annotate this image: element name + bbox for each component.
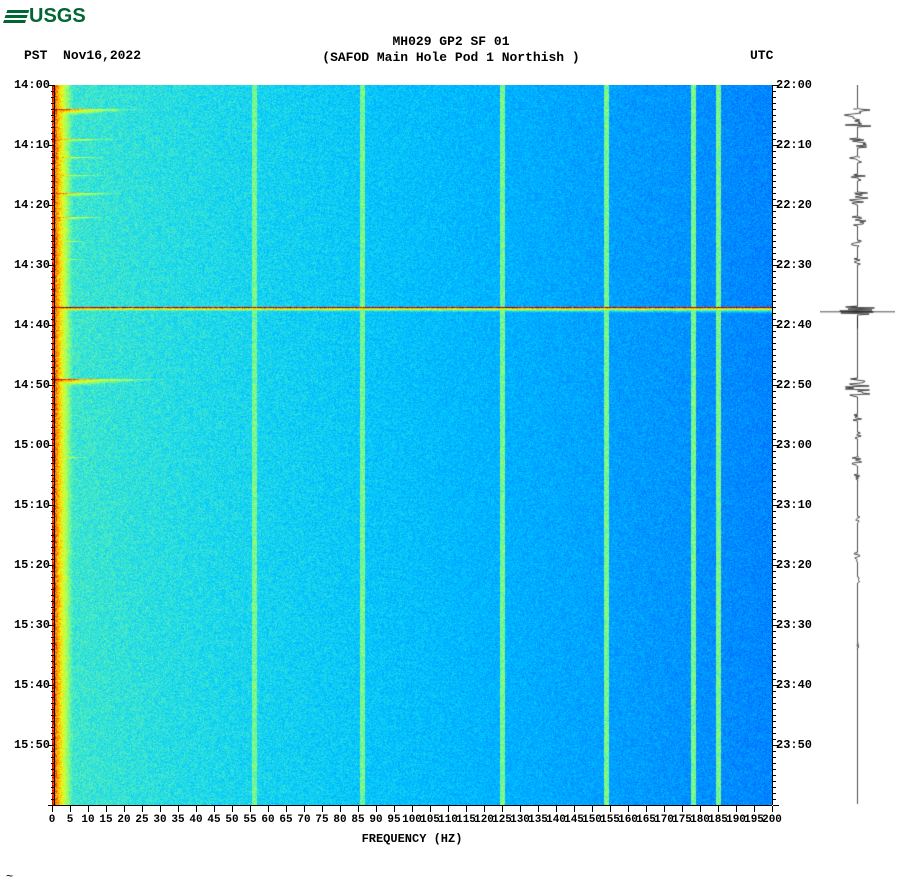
x-label: 80 (333, 814, 346, 826)
x-axis-ticks (52, 805, 772, 814)
y-left-label: 15:20 (10, 558, 50, 572)
x-label: 105 (420, 814, 440, 826)
y-right-label: 22:00 (776, 78, 820, 92)
header-left: PST Nov16,2022 (24, 48, 141, 63)
x-label: 175 (672, 814, 692, 826)
x-label: 165 (636, 814, 656, 826)
usgs-logo: USGS (5, 5, 86, 28)
x-label: 55 (243, 814, 256, 826)
x-label: 60 (261, 814, 274, 826)
y-left-label: 15:10 (10, 498, 50, 512)
x-label: 170 (654, 814, 674, 826)
x-label: 70 (297, 814, 310, 826)
x-label: 120 (474, 814, 494, 826)
x-label: 135 (528, 814, 548, 826)
y-left-label: 15:00 (10, 438, 50, 452)
header-right: UTC (750, 48, 773, 63)
x-label: 125 (492, 814, 512, 826)
x-label: 35 (171, 814, 184, 826)
y-left-label: 15:40 (10, 678, 50, 692)
footer-tilde: ~ (6, 870, 13, 884)
x-label: 200 (762, 814, 782, 826)
x-axis-labels: 0510152025303540455055606570758085909510… (52, 814, 772, 830)
x-label: 50 (225, 814, 238, 826)
amplitude-side-trace (820, 85, 895, 805)
y-right-label: 22:30 (776, 258, 820, 272)
y-axis-left-labels: 14:0014:1014:2014:3014:4014:5015:0015:10… (10, 85, 50, 805)
x-label: 45 (207, 814, 220, 826)
usgs-wave-icon (3, 10, 30, 24)
x-label: 90 (369, 814, 382, 826)
x-label: 85 (351, 814, 364, 826)
x-label: 110 (438, 814, 458, 826)
y-right-label: 23:20 (776, 558, 820, 572)
x-label: 30 (153, 814, 166, 826)
x-label: 65 (279, 814, 292, 826)
x-label: 195 (744, 814, 764, 826)
x-label: 185 (708, 814, 728, 826)
y-left-label: 14:30 (10, 258, 50, 272)
x-label: 140 (546, 814, 566, 826)
right-timezone: UTC (750, 48, 773, 63)
x-label: 10 (81, 814, 94, 826)
x-label: 25 (135, 814, 148, 826)
x-label: 155 (600, 814, 620, 826)
x-label: 100 (402, 814, 422, 826)
y-right-label: 23:50 (776, 738, 820, 752)
y-left-label: 15:30 (10, 618, 50, 632)
y-right-label: 23:10 (776, 498, 820, 512)
x-label: 5 (67, 814, 74, 826)
x-label: 115 (456, 814, 476, 826)
y-right-label: 22:20 (776, 198, 820, 212)
y-right-label: 22:10 (776, 138, 820, 152)
x-label: 75 (315, 814, 328, 826)
x-label: 150 (582, 814, 602, 826)
y-left-label: 14:40 (10, 318, 50, 332)
x-label: 130 (510, 814, 530, 826)
y-axis-right-labels: 22:0022:1022:2022:3022:4022:5023:0023:10… (776, 85, 820, 805)
y-left-label: 14:20 (10, 198, 50, 212)
y-left-label: 14:00 (10, 78, 50, 92)
x-label: 40 (189, 814, 202, 826)
y-left-label: 15:50 (10, 738, 50, 752)
y-right-label: 22:40 (776, 318, 820, 332)
x-label: 20 (117, 814, 130, 826)
x-label: 0 (49, 814, 56, 826)
x-label: 95 (387, 814, 400, 826)
x-axis-title: FREQUENCY (HZ) (52, 832, 772, 846)
y-right-label: 23:00 (776, 438, 820, 452)
usgs-logo-text: USGS (29, 5, 86, 28)
y-right-label: 22:50 (776, 378, 820, 392)
x-label: 15 (99, 814, 112, 826)
y-left-label: 14:50 (10, 378, 50, 392)
y-right-label: 23:40 (776, 678, 820, 692)
y-right-label: 23:30 (776, 618, 820, 632)
x-label: 190 (726, 814, 746, 826)
spectrogram-canvas (52, 85, 772, 805)
y-left-label: 14:10 (10, 138, 50, 152)
x-label: 160 (618, 814, 638, 826)
spectrogram-plot (52, 85, 772, 805)
left-date: Nov16,2022 (63, 48, 141, 63)
x-label: 180 (690, 814, 710, 826)
left-timezone: PST (24, 48, 47, 63)
x-label: 145 (564, 814, 584, 826)
